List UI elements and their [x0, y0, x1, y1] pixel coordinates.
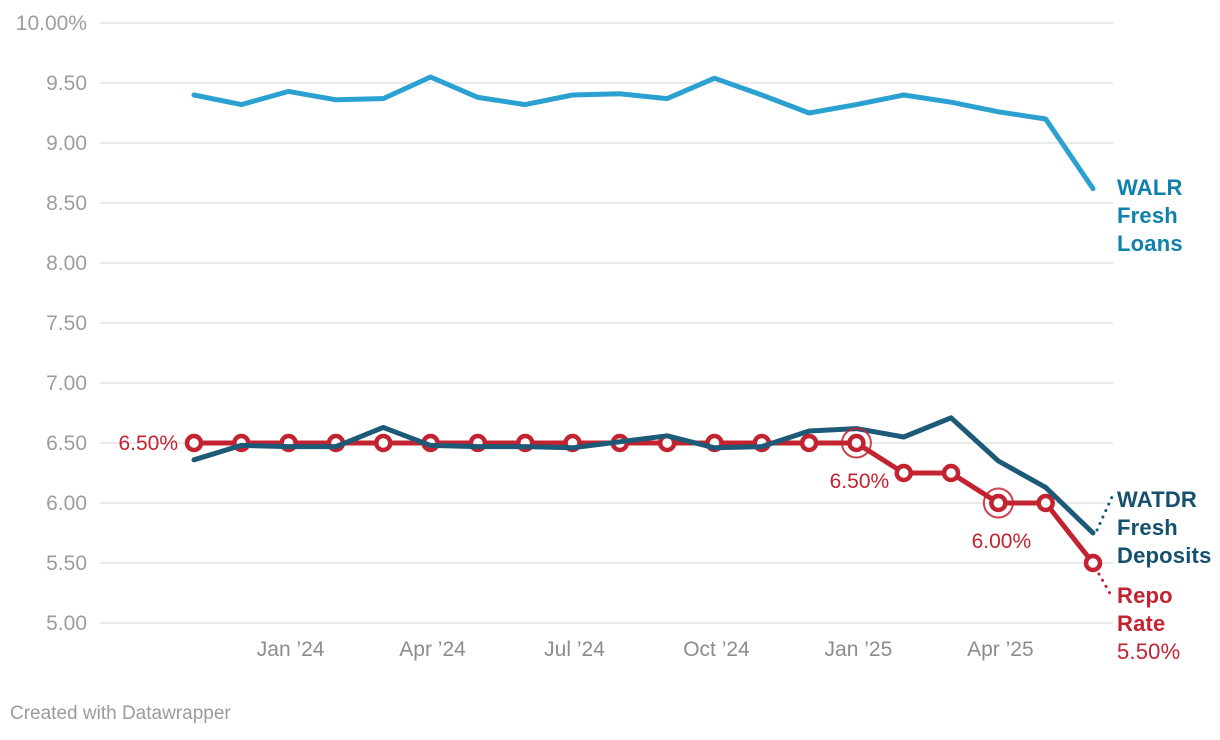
repo-rate-latest-value: 5.50% — [1117, 639, 1181, 664]
series-label-line: Rate — [1117, 611, 1166, 636]
repo-rate-marker — [989, 493, 1008, 513]
repo-rate-marker — [374, 433, 393, 453]
y-tick-label: 7.00 — [46, 372, 87, 395]
repo-rate-marker — [941, 463, 961, 483]
y-tick-label: 9.00 — [46, 132, 87, 155]
series-label-watdr-fresh-deposits: WATDR Fresh Deposits — [1117, 486, 1212, 570]
repo-rate-annotation: 6.50% — [118, 432, 178, 455]
datawrapper-credit: Created with Datawrapper — [10, 703, 231, 724]
x-tick-label: Jan ’24 — [257, 638, 325, 661]
x-tick-label: Jul ’24 — [544, 638, 605, 661]
x-tick-label: Apr ’25 — [967, 638, 1034, 661]
walr-fresh-loans-line — [191, 74, 1096, 192]
series-label-line: Loans — [1117, 231, 1183, 256]
series-label-line: Fresh — [1117, 515, 1178, 540]
repo-rate-annotation: 6.50% — [830, 470, 890, 493]
series-label-line: WALR — [1117, 175, 1183, 200]
repo-rate-marker — [1036, 493, 1055, 513]
y-tick-label: 5.00 — [46, 612, 87, 635]
y-tick-label: 7.50 — [46, 312, 87, 335]
watdr-label-connector — [1095, 495, 1114, 532]
watdr-fresh-deposits-line — [191, 415, 1096, 536]
y-tick-label: 5.50 — [46, 552, 87, 575]
y-tick-label: 9.50 — [46, 72, 87, 95]
series-label-line: Fresh — [1117, 203, 1178, 228]
y-tick-label: 6.50 — [46, 432, 87, 455]
x-tick-label: Jan ’25 — [825, 638, 893, 661]
series-label-walr-fresh-loans: WALR Fresh Loans — [1117, 174, 1183, 258]
y-tick-label: 10.00% — [16, 12, 87, 35]
series-label-line: Repo — [1117, 583, 1173, 608]
repo-rate-marker — [799, 433, 819, 453]
y-tick-label: 8.00 — [46, 252, 87, 275]
y-tick-label: 6.00 — [46, 492, 87, 515]
series-label-repo-rate: Repo Rate 5.50% — [1117, 582, 1180, 666]
repo-rate-marker-halo — [982, 487, 1014, 519]
repo-label-connector — [1097, 572, 1114, 599]
repo-rate-annotation: 6.00% — [972, 530, 1032, 553]
x-tick-label: Oct ’24 — [683, 638, 750, 661]
y-tick-label: 8.50 — [46, 192, 87, 215]
series-label-line: WATDR — [1117, 487, 1198, 512]
repo-rate-marker — [1083, 553, 1103, 573]
repo-rate-marker — [184, 433, 204, 453]
repo-rate-marker — [847, 433, 866, 453]
x-tick-label: Apr ’24 — [399, 638, 466, 661]
series-label-line: Deposits — [1117, 543, 1212, 568]
repo-rate-marker-halo — [840, 427, 872, 459]
repo-rate-marker — [894, 463, 913, 483]
